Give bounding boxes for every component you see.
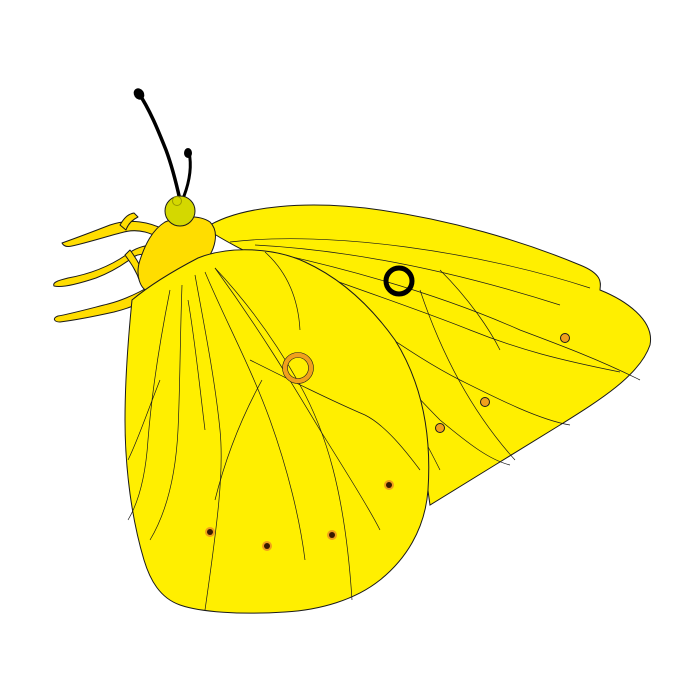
back-wing-spot bbox=[480, 397, 490, 407]
front-wing-eye-ring-outline-inner bbox=[287, 357, 309, 379]
antenna-right-club bbox=[184, 148, 192, 158]
front-wing-spot-center bbox=[207, 529, 213, 535]
front-wing-eye-ring-outline-outer bbox=[282, 352, 314, 384]
back-wing-eye-ring bbox=[383, 265, 415, 297]
back-wing-spot bbox=[560, 333, 570, 343]
leg-front-tip bbox=[119, 212, 139, 231]
back-wing-spot bbox=[435, 423, 445, 433]
legs bbox=[53, 212, 166, 323]
antennae bbox=[133, 88, 192, 202]
antenna-left bbox=[136, 90, 182, 202]
front-wing-veins bbox=[127, 251, 421, 611]
antenna-left-club bbox=[133, 88, 145, 100]
front-wing-spot-center bbox=[264, 543, 270, 549]
head bbox=[164, 195, 196, 227]
front-wing-eye-ring bbox=[282, 352, 314, 384]
front-wing bbox=[124, 249, 430, 614]
eye bbox=[172, 196, 182, 206]
antenna-right bbox=[182, 150, 192, 198]
front-wing-spot-center bbox=[386, 482, 392, 488]
leg-back bbox=[53, 284, 157, 323]
front-wing-spot-center bbox=[329, 532, 335, 538]
leg-front bbox=[61, 220, 166, 248]
front-wing-spots bbox=[205, 480, 394, 551]
